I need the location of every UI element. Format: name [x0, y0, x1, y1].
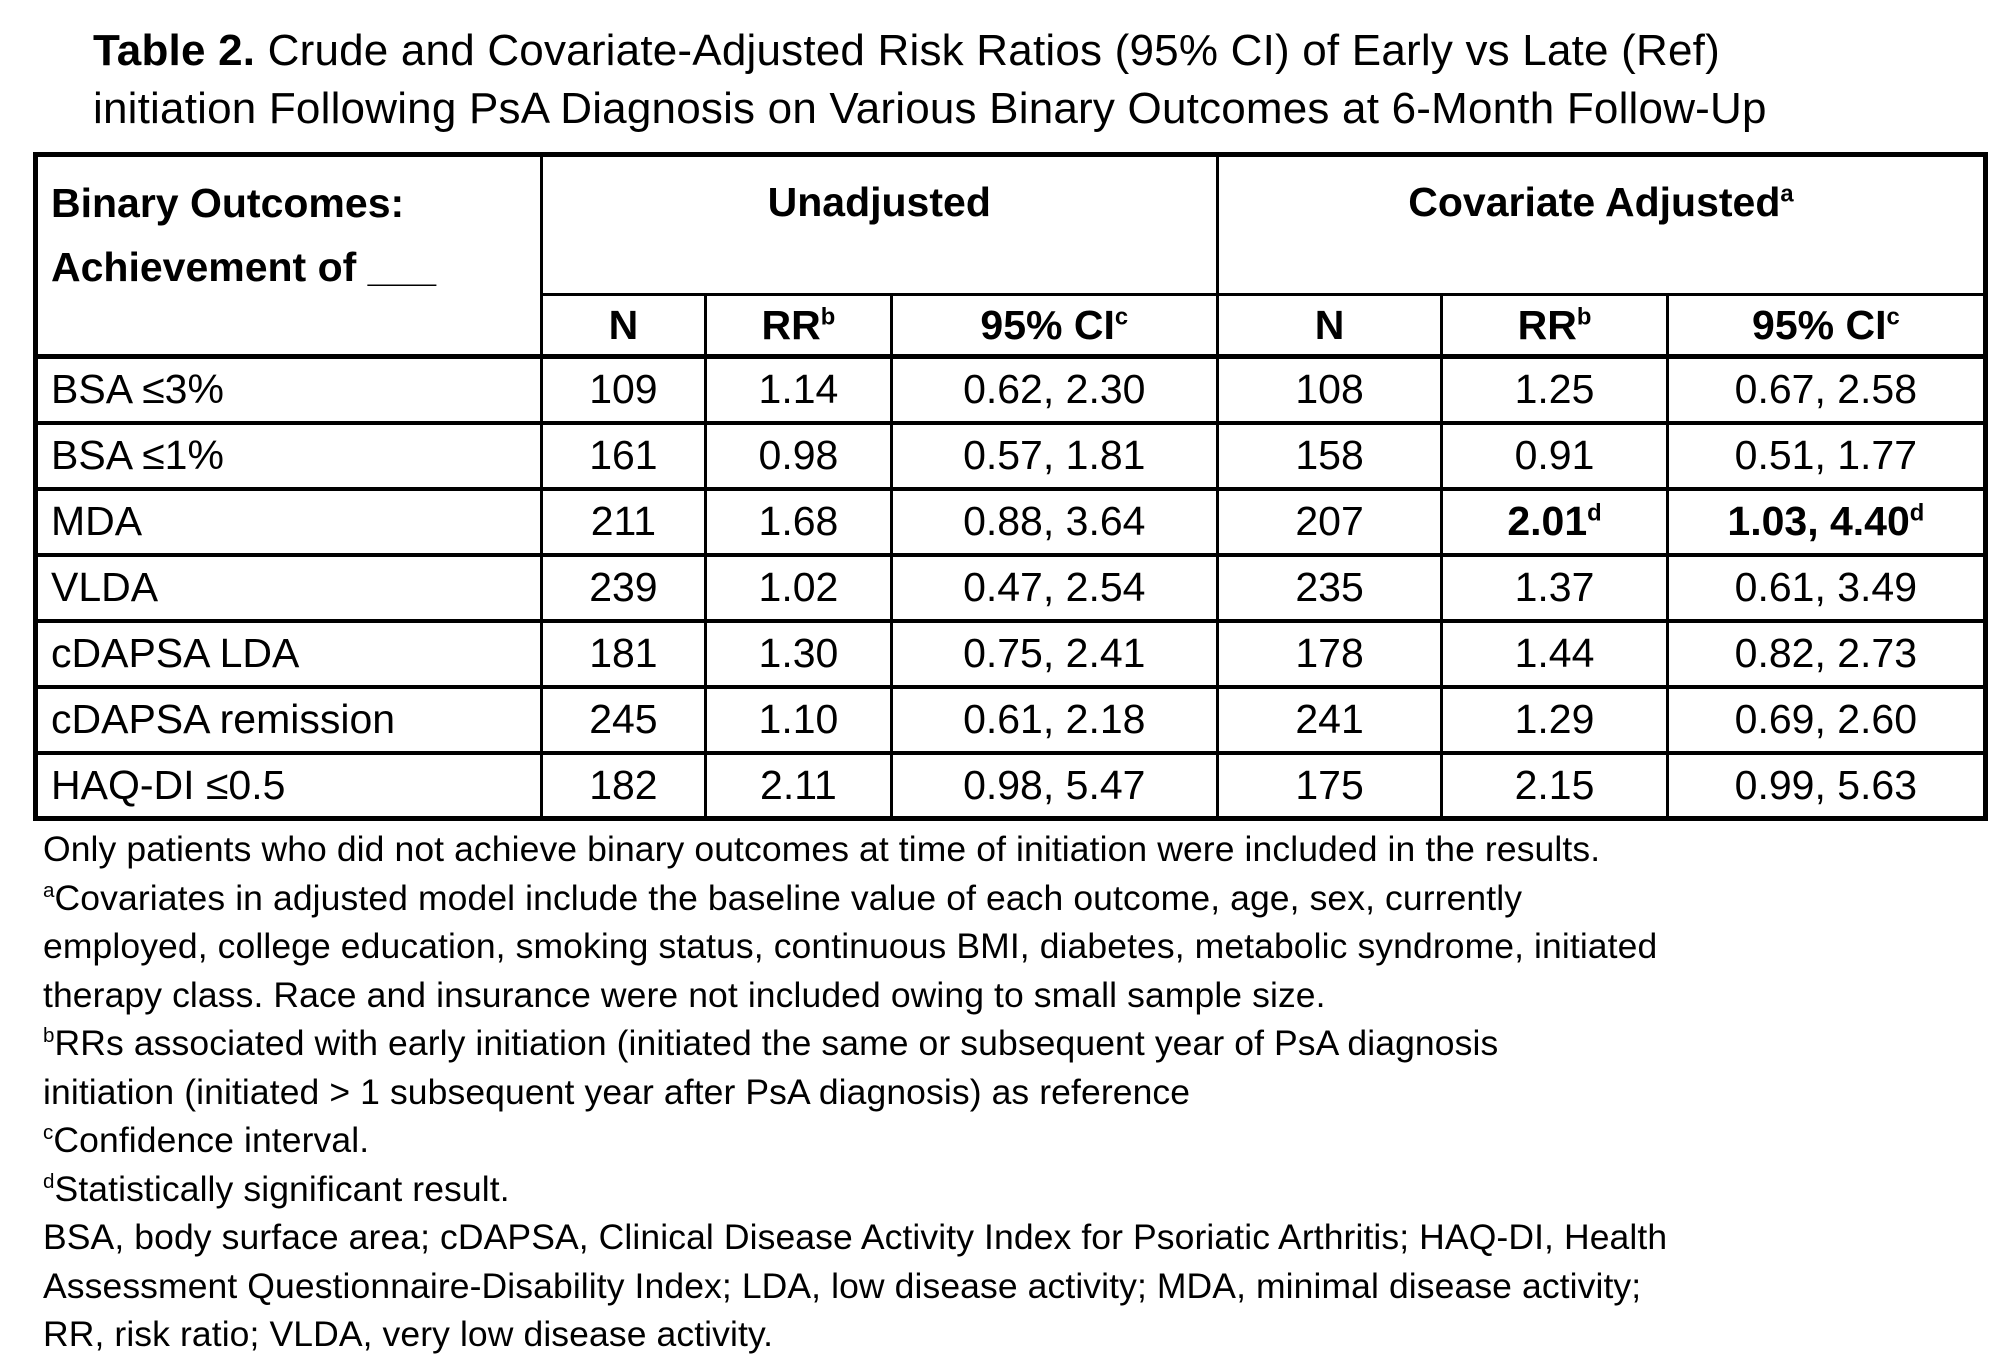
header-covariate-adjusted-sup: a	[1780, 180, 1794, 208]
table-row: BSA ≤1% 161 0.98 0.57, 1.81 158 0.91 0.51, 1.7…	[34, 420, 1988, 491]
value-cell: 207	[1215, 486, 1444, 557]
table-row: BSA ≤3% 109 1.14 0.62, 2.30 108 1.25 0.67, 2.5…	[34, 354, 1988, 425]
value-cell: 239	[539, 552, 708, 623]
value-cell: 1.03, 4.40d	[1665, 486, 1988, 557]
value-cell: 0.75, 2.41	[889, 618, 1219, 689]
header-binary-outcomes: Binary Outcomes: Achievement of ___	[34, 154, 543, 359]
value-cell: 0.61, 3.49	[1665, 552, 1988, 623]
value-cell: 1.25	[1440, 354, 1669, 425]
outcome-cell: VLDA	[34, 552, 543, 623]
value-cell: 1.02	[704, 552, 893, 623]
value-cell: 0.82, 2.73	[1665, 618, 1988, 689]
superscript-marker: d	[1909, 499, 1925, 527]
value-cell: 241	[1215, 684, 1444, 755]
value-cell: 245	[539, 684, 708, 755]
table-caption-number: Table 2.	[93, 26, 256, 75]
footnote-superscript: b	[43, 1024, 55, 1048]
value-cell: 181	[539, 618, 708, 689]
sub-header-rr-unadjusted: RRb	[704, 294, 893, 359]
sub-header-row: N RRb 95% CIc N RRb 95% CIc	[36, 294, 1988, 359]
value-cell: 161	[539, 420, 708, 491]
value-cell: 0.98, 5.47	[889, 750, 1219, 821]
value-cell: 158	[1215, 420, 1444, 491]
table-caption-text: Crude and Covariate-Adjusted Risk Ratios…	[93, 26, 1767, 133]
footnote: BSA, body surface area; cDAPSA, Clinical…	[43, 1217, 1668, 1354]
value-cell: 0.47, 2.54	[889, 552, 1219, 623]
superscript-marker: d	[1587, 499, 1602, 527]
value-cell: 0.91	[1440, 420, 1669, 491]
value-cell: 0.62, 2.30	[889, 354, 1219, 425]
superscript-marker: b	[1576, 302, 1592, 330]
value-cell: 0.61, 2.18	[889, 684, 1219, 755]
footnote: dStatistically significant result.	[43, 1168, 510, 1209]
value-cell: 0.51, 1.77	[1665, 420, 1988, 491]
value-cell: 0.69, 2.60	[1665, 684, 1988, 755]
header-unadjusted: Unadjusted	[539, 154, 1219, 296]
table-row: VLDA 239 1.02 0.47, 2.54 235 1.37 0.61, 3.49	[34, 552, 1988, 623]
table-row: cDAPSA remission 245 1.10 0.61, 2.18 241 1.29…	[34, 684, 1988, 755]
value-cell: 182	[539, 750, 708, 821]
value-cell: 235	[1215, 552, 1444, 623]
value-cell: 2.01d	[1440, 486, 1669, 557]
outcome-cell: BSA ≤1%	[34, 420, 543, 491]
footnote-superscript: c	[43, 1121, 54, 1145]
group-header-row: Binary Outcomes: Achievement of ___ Unad…	[34, 154, 1988, 359]
value-cell: 0.98	[704, 420, 893, 491]
value-cell: 0.67, 2.58	[1665, 354, 1988, 425]
value-cell: 2.15	[1440, 750, 1669, 821]
sub-header-n-adjusted: N	[1215, 294, 1444, 359]
value-cell: 2.11	[704, 750, 893, 821]
sub-header-95-ci-unadjusted: 95% CIc	[889, 294, 1219, 359]
value-cell: 1.30	[704, 618, 893, 689]
superscript-marker: c	[1886, 302, 1900, 330]
sub-header-95-ci-adjusted: 95% CIc	[1665, 294, 1988, 359]
footnote: Only patients who did not achieve binary…	[43, 829, 1601, 869]
value-cell: 108	[1215, 354, 1444, 425]
outcome-cell: BSA ≤3%	[34, 354, 543, 425]
value-cell: 178	[1215, 618, 1444, 689]
footnote: bRRs associated with early initiation (i…	[43, 1023, 1499, 1112]
value-cell: 0.57, 1.81	[889, 420, 1219, 491]
value-cell: 0.88, 3.64	[889, 486, 1219, 557]
table-caption: Table 2. Crude and Covariate-Adjusted Ri…	[93, 22, 1953, 138]
value-cell: 1.68	[704, 486, 893, 557]
footnotes: Only patients who did not achieve binary…	[43, 825, 1978, 1359]
footnote-superscript: d	[43, 1169, 55, 1193]
value-cell: 1.10	[704, 684, 893, 755]
value-cell: 1.44	[1440, 618, 1669, 689]
outcome-cell: MDA	[34, 486, 543, 557]
footnote-superscript: a	[43, 878, 55, 902]
table-row: MDA 211 1.68 0.88, 3.64 207 2.01d 1.03, 4.40d	[34, 486, 1988, 557]
results-table: Binary Outcomes: Achievement of ___ Unad…	[33, 152, 1988, 821]
value-cell: 1.29	[1440, 684, 1669, 755]
superscript-marker: b	[820, 302, 836, 330]
header-covariate-adjusted-label: Covariate Adjusted	[1408, 179, 1781, 225]
sub-header-rr-adjusted: RRb	[1440, 294, 1669, 359]
table-row: HAQ-DI ≤0.5 182 2.11 0.98, 5.47 175 2.15 0.99,…	[34, 750, 1988, 821]
outcome-cell: cDAPSA remission	[34, 684, 543, 755]
superscript-marker: c	[1114, 302, 1129, 330]
header-unadjusted-label: Unadjusted	[767, 179, 991, 225]
footnote: aCovariates in adjusted model include th…	[43, 877, 1658, 1015]
value-cell: 175	[1215, 750, 1444, 821]
value-cell: 109	[539, 354, 708, 425]
value-cell: 211	[539, 486, 708, 557]
table-row: cDAPSA LDA 181 1.30 0.75, 2.41 178 1.44 0.82, …	[34, 618, 1988, 689]
header-covariate-adjusted: Covariate Adjusteda	[1215, 154, 1988, 296]
sub-header-n-unadjusted: N	[539, 294, 708, 359]
outcome-cell: cDAPSA LDA	[34, 618, 543, 689]
value-cell: 1.37	[1440, 552, 1669, 623]
value-cell: 1.14	[704, 354, 893, 425]
outcome-cell: HAQ-DI ≤0.5	[34, 750, 543, 821]
footnote: cConfidence interval.	[43, 1120, 370, 1160]
table-body: BSA ≤3% 109 1.14 0.62, 2.30 108 1.25 0.67, 2.5…	[34, 354, 1988, 821]
value-cell: 0.99, 5.63	[1665, 750, 1988, 821]
